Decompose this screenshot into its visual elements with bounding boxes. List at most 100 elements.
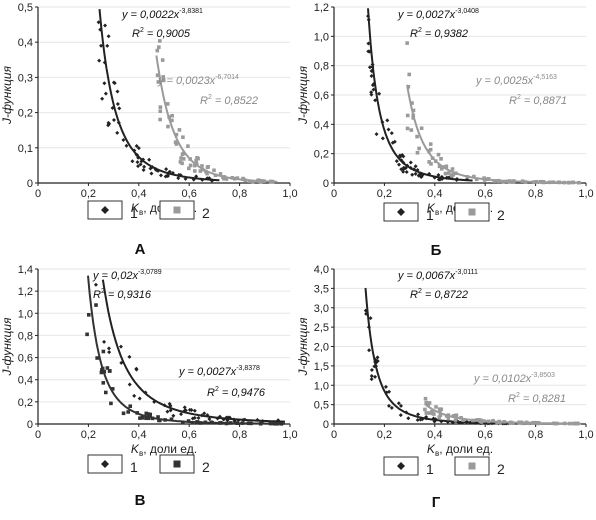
series-2 (423, 396, 581, 426)
data-point (105, 366, 110, 370)
data-point (111, 117, 116, 122)
y-tick-label: 2,0 (314, 342, 329, 354)
y-tick-label: 1,2 (314, 2, 329, 14)
data-point (196, 416, 201, 421)
series-2 (405, 41, 581, 185)
trend-line (98, 9, 220, 182)
trendline-equation: y = 0,0102x-3,8503 (473, 372, 555, 385)
x-tick-label: 1,0 (578, 188, 593, 200)
data-point (235, 176, 240, 180)
data-point (200, 164, 204, 168)
series-1 (363, 287, 511, 426)
data-point (415, 417, 420, 422)
x-tick-label: 0,2 (377, 429, 392, 441)
panel-label: А (135, 241, 146, 258)
data-point (158, 109, 163, 114)
data-point (405, 126, 410, 131)
data-point (179, 412, 184, 417)
data-point (176, 176, 181, 181)
series-1 (366, 8, 473, 182)
x-tick-label: 0,6 (182, 429, 197, 441)
data-point (207, 416, 212, 421)
data-point (423, 407, 427, 412)
data-point (373, 98, 378, 103)
r-squared-label: R2 = 0,8522 (200, 94, 258, 107)
trend-line (101, 279, 285, 423)
trend-line (364, 287, 511, 425)
trend-line (155, 55, 278, 183)
data-point (369, 90, 374, 95)
data-point (439, 167, 444, 171)
data-point (416, 173, 421, 178)
data-point (424, 400, 429, 405)
data-point (146, 416, 151, 421)
data-point (424, 411, 429, 415)
data-point (444, 164, 449, 169)
x-tick-label: 0,4 (427, 188, 442, 200)
trendline-equation: y = 0,0067x-3,0111 (397, 269, 478, 282)
data-point (177, 128, 182, 132)
data-point (417, 146, 421, 151)
data-point (367, 65, 372, 70)
data-point (446, 416, 451, 421)
y-tick-label: 0,6 (18, 353, 33, 365)
trendline-equation: y = 0,0023x-6,7014 (157, 74, 239, 87)
data-point (180, 161, 184, 166)
data-point (103, 390, 108, 395)
series-1 (93, 279, 285, 425)
data-point (224, 177, 229, 181)
data-point (410, 101, 414, 105)
data-point (397, 153, 402, 158)
data-point (386, 403, 391, 408)
data-point (106, 123, 111, 128)
legend-marker (173, 206, 181, 214)
data-point (161, 78, 166, 83)
data-point (171, 413, 176, 418)
data-point (436, 173, 441, 178)
data-point (437, 164, 442, 169)
trendline-equation: y = 0,0027x-3,0408 (397, 8, 479, 21)
data-point (390, 140, 395, 145)
data-point (103, 91, 108, 96)
x-tick-label: 1,0 (282, 188, 297, 200)
x-tick-label: 0 (331, 188, 337, 200)
data-point (474, 177, 479, 182)
data-point (144, 416, 148, 420)
data-point (188, 163, 193, 168)
data-point (127, 354, 132, 359)
data-point (180, 152, 185, 157)
y-tick-label: 0,6 (314, 90, 329, 102)
data-point (142, 164, 147, 169)
data-point (121, 138, 126, 143)
data-point (439, 407, 444, 412)
data-point (166, 124, 170, 129)
data-point (374, 132, 379, 137)
trend-line (424, 403, 581, 425)
data-point (401, 165, 406, 170)
y-tick-label: 1,0 (18, 308, 33, 320)
data-point (436, 152, 441, 157)
y-axis-label: J-функция (0, 65, 14, 125)
data-point (429, 162, 433, 166)
data-point (405, 41, 409, 45)
y-tick-label: 4,0 (314, 264, 329, 276)
data-point (367, 348, 372, 353)
data-point (387, 389, 392, 394)
data-point (102, 81, 107, 86)
chart-panel-3: 0 0,2 0,4 0,6 0,8 1,0 1,2 1,4 0 0,2 0,4 0,6 0,8 1,0 J-… (0, 264, 298, 509)
y-tick-label: 0,4 (18, 37, 33, 49)
data-point (428, 142, 433, 146)
y-tick-label: 1,0 (314, 380, 329, 392)
data-point (438, 409, 442, 414)
data-point (173, 140, 178, 144)
y-tick-label: 0 (27, 419, 33, 431)
trendline-equation: y = 0,0022x-3,8381 (121, 8, 203, 21)
data-point (398, 413, 403, 418)
y-tick-label: 0 (323, 178, 329, 190)
data-point (449, 173, 454, 177)
data-point (186, 144, 190, 148)
data-point (134, 144, 139, 149)
x-tick-label: 0,4 (131, 429, 146, 441)
